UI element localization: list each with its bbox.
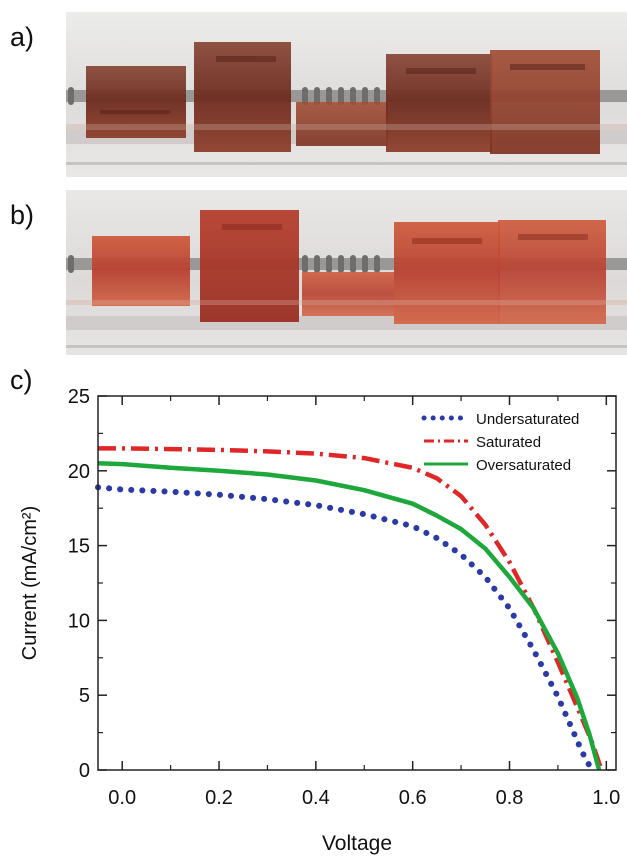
legend: Undersaturated Saturated Oversaturated (421, 411, 579, 474)
jv-chart: 0.0 0.2 0.4 0.6 0.8 1.0 0 5 10 15 20 25 Undersatura… (19, 386, 620, 855)
series-line-undersaturated (95, 484, 595, 773)
x-tick-label: 1.0 (592, 787, 620, 809)
y-tick-label: 0 (79, 760, 90, 782)
x-tick-label: 0.6 (399, 787, 427, 809)
y-tick-label: 5 (79, 685, 90, 707)
series-layer (95, 446, 604, 773)
photo-panel-a (66, 12, 627, 177)
photo-panel-b (66, 190, 627, 355)
x-axis-label: Voltage (322, 832, 392, 855)
axis-ticks: 0.0 0.2 0.4 0.6 0.8 1.0 0 5 10 15 20 25 (68, 386, 620, 809)
photo-b-image (66, 190, 627, 355)
legend-label: Saturated (476, 434, 541, 451)
x-tick-label: 0.0 (108, 787, 136, 809)
y-tick-label: 20 (68, 461, 90, 483)
x-tick-label: 0.4 (302, 787, 330, 809)
y-tick-label: 25 (68, 386, 90, 408)
legend-label: Oversaturated (476, 457, 571, 474)
plot-area-frame (97, 395, 617, 771)
x-tick-label: 0.8 (496, 787, 524, 809)
panel-b-label: b) (10, 200, 35, 230)
y-tick-label: 15 (68, 536, 90, 558)
series-line-oversaturated (97, 461, 602, 771)
y-axis-label: Current (mA/cm²) (19, 506, 41, 660)
legend-label: Undersaturated (476, 411, 579, 428)
x-tick-label: 0.2 (205, 787, 233, 809)
y-tick-label: 10 (68, 610, 90, 632)
panel-a-label: a) (10, 22, 35, 52)
panel-c-label: c) (10, 365, 33, 395)
series-line-saturated (98, 446, 604, 771)
photo-a-image (66, 12, 627, 177)
